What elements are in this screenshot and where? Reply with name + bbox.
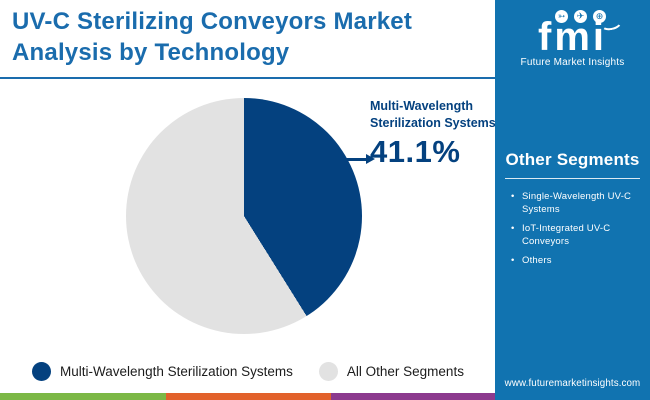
other-segments-section: Other Segments Single-Wavelength UV-C Sy… — [505, 150, 640, 273]
legend-item-all-other: All Other Segments — [318, 362, 464, 381]
chart-legend: Multi-Wavelength Sterilization Systems A… — [0, 362, 496, 381]
list-item: IoT-Integrated UV-C Conveyors — [511, 222, 640, 248]
other-segments-list: Single-Wavelength UV-C Systems IoT-Integ… — [505, 190, 640, 267]
logo-icon-row: ➳ ✈ ⊕ — [503, 10, 650, 23]
bird-icon: ➳ — [555, 10, 568, 23]
list-item: Others — [511, 254, 640, 267]
callout-arrow — [344, 154, 375, 165]
side-panel: ➳ ✈ ⊕ fmi Future Market Insights Other S… — [495, 0, 650, 400]
logo-tagline: Future Market Insights — [520, 57, 625, 68]
fmi-logo: ➳ ✈ ⊕ fmi Future Market Insights — [495, 10, 650, 68]
plane-icon: ✈ — [574, 10, 587, 23]
page-title: UV-C Sterilizing Conveyors Market Analys… — [12, 8, 413, 66]
callout-label: Multi-Wavelength Sterilization Systems — [370, 99, 496, 130]
legend-swatch-navy — [32, 362, 52, 381]
bar-segment-purple — [331, 393, 498, 400]
bar-segment-orange — [165, 393, 332, 400]
legend-label: All Other Segments — [346, 364, 464, 379]
globe-icon: ⊕ — [593, 10, 606, 23]
website-url: www.futuremarketinsights.com — [504, 378, 641, 389]
arrow-right-icon — [366, 154, 375, 164]
legend-label: Multi-Wavelength Sterilization Systems — [60, 364, 293, 379]
bottom-accent-bar — [0, 393, 498, 400]
pie-callout: Multi-Wavelength Sterilization Systems 4… — [370, 98, 502, 170]
logo-brand-text: fmi — [538, 15, 607, 59]
legend-item-multi-wavelength: Multi-Wavelength Sterilization Systems — [32, 362, 293, 381]
legend-swatch-gray — [318, 362, 338, 381]
pie-chart — [126, 98, 362, 334]
heading-divider — [505, 178, 640, 179]
header-divider — [0, 77, 495, 79]
bar-segment-green — [0, 393, 166, 400]
list-item: Single-Wavelength UV-C Systems — [511, 190, 640, 216]
other-segments-heading: Other Segments — [505, 150, 640, 169]
callout-value: 41.1% — [370, 134, 461, 169]
arrow-line — [344, 158, 367, 161]
